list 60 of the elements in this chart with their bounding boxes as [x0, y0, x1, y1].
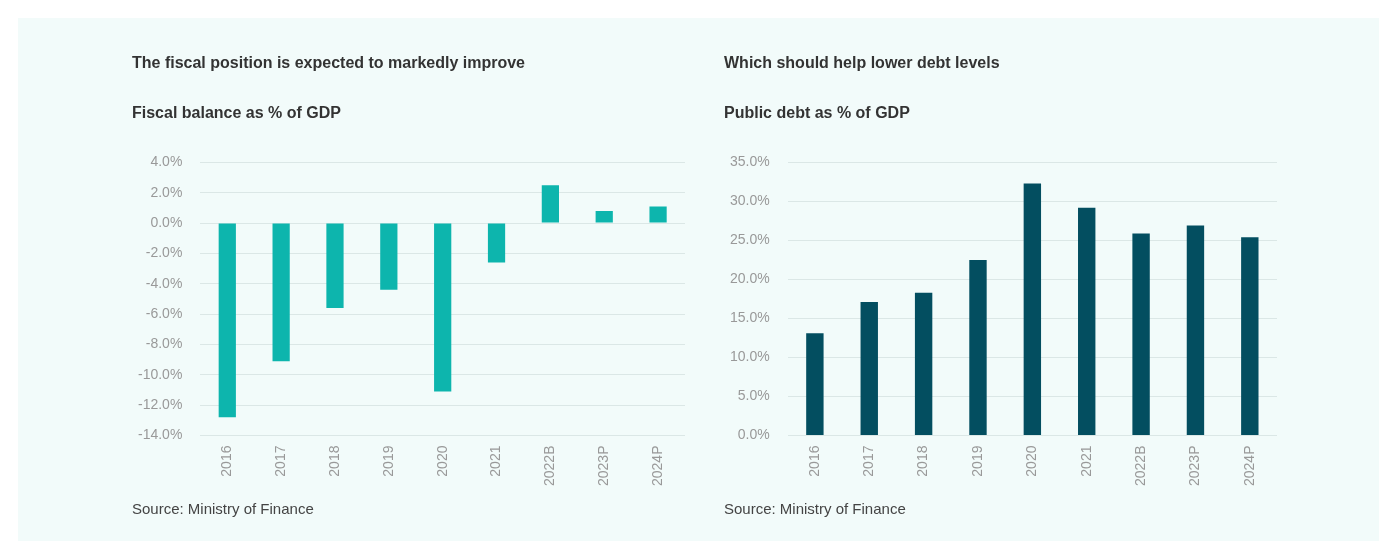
y-tick-label: -8.0%: [145, 335, 183, 352]
bar: [1078, 207, 1096, 436]
y-tick-label: 2.0%: [150, 183, 183, 200]
bar: [272, 223, 290, 362]
x-tick-label: 2021: [487, 445, 504, 477]
x-tick-label: 2020: [433, 445, 450, 477]
x-tick-label: 2024P: [1240, 445, 1257, 486]
bar: [326, 223, 344, 309]
x-tick-label: 2023P: [595, 445, 612, 486]
y-tick-label: -14.0%: [138, 426, 183, 443]
x-tick-label: 2021: [1077, 445, 1094, 477]
bar: [434, 223, 452, 392]
x-tick-label: 2017: [860, 445, 877, 477]
x-tick-label: 2020: [1023, 445, 1040, 477]
x-tick-label: 2018: [914, 445, 931, 477]
chart-title: Which should help lower debt levels: [724, 54, 1000, 72]
x-tick-label: 2016: [805, 445, 822, 477]
bar: [649, 206, 667, 223]
chart-subtitle: Fiscal balance as % of GDP: [132, 104, 341, 122]
y-tick-label: 0.0%: [150, 213, 183, 230]
y-tick-label: 0.0%: [737, 426, 770, 443]
bar: [1023, 183, 1042, 436]
x-tick-label: 2023P: [1186, 445, 1203, 486]
bar: [1132, 233, 1150, 436]
bar: [860, 302, 878, 436]
x-tick-label: 2016: [218, 445, 235, 477]
bar: [595, 210, 613, 223]
y-tick-label: -12.0%: [138, 396, 183, 413]
y-tick-label: 20.0%: [729, 270, 770, 287]
y-tick-label: 15.0%: [729, 309, 770, 326]
x-tick-label: 2022B: [1131, 445, 1148, 486]
bar: [914, 292, 933, 436]
y-tick-label: 25.0%: [729, 231, 770, 248]
bar: [380, 223, 398, 290]
chart-title: The fiscal position is expected to markedly improve: [132, 54, 526, 72]
bar: [541, 185, 559, 223]
y-tick-label: 5.0%: [737, 387, 770, 404]
source-note: Source: Ministry of Finance: [132, 500, 314, 517]
bar: [1186, 225, 1205, 436]
y-tick-label: 35.0%: [729, 153, 770, 170]
bar: [218, 223, 236, 418]
bar: [969, 259, 987, 436]
y-tick-label: -6.0%: [145, 304, 183, 321]
x-tick-label: 2019: [968, 445, 985, 477]
source-note: Source: Ministry of Finance: [724, 500, 906, 517]
x-tick-label: 2019: [379, 445, 396, 477]
chart-subtitle: Public debt as % of GDP: [724, 104, 910, 122]
x-tick-label: 2022B: [541, 445, 558, 486]
x-tick-label: 2018: [325, 445, 342, 477]
y-tick-label: 30.0%: [729, 192, 770, 209]
x-tick-label: 2017: [271, 445, 288, 477]
bar: [1241, 237, 1259, 436]
bar: [806, 333, 824, 436]
x-tick-label: 2024P: [648, 445, 665, 486]
y-tick-label: 10.0%: [729, 348, 770, 365]
bar: [487, 223, 506, 263]
y-tick-label: -2.0%: [145, 244, 183, 261]
y-tick-label: 4.0%: [150, 153, 183, 170]
y-tick-label: -4.0%: [145, 274, 183, 291]
y-tick-label: -10.0%: [138, 365, 183, 382]
